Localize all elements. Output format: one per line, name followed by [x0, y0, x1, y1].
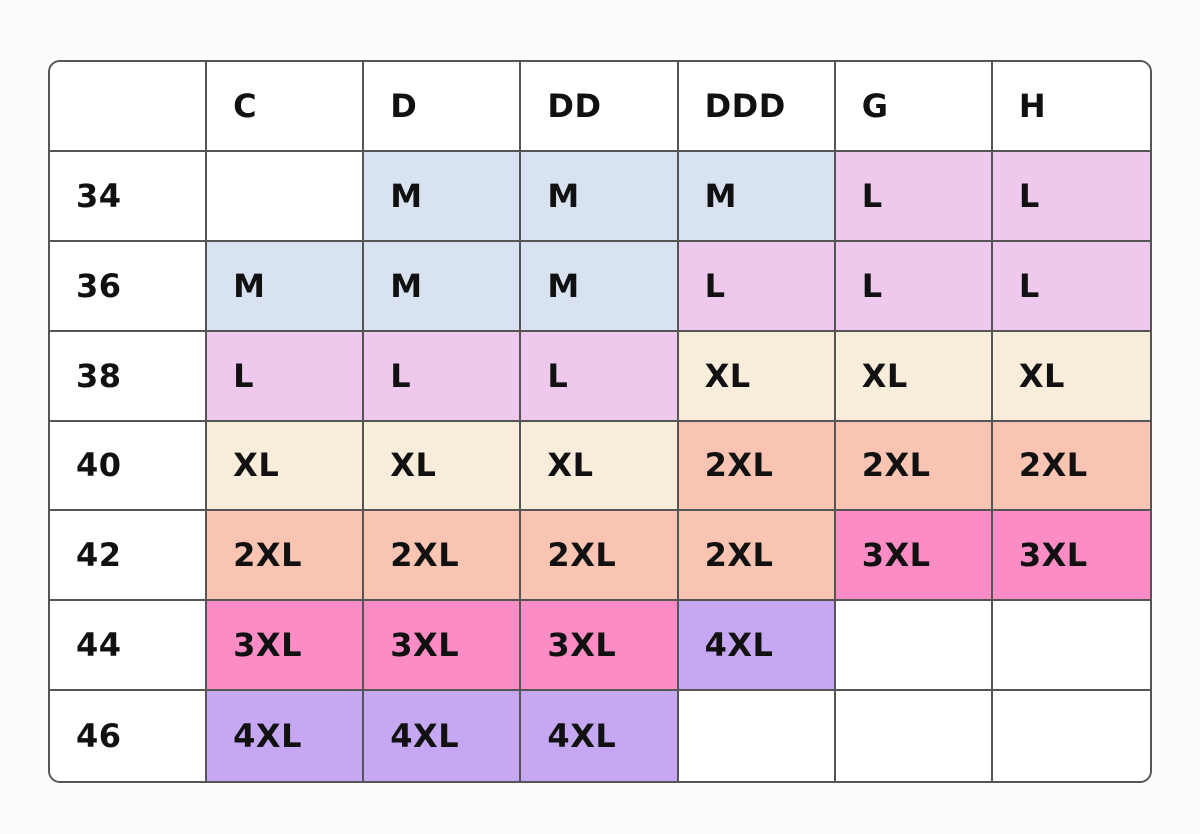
size-cell: M — [207, 241, 365, 332]
row-header-band-size: 34 — [50, 151, 208, 242]
size-cell: 4XL — [207, 691, 365, 781]
column-header-cup-size: H — [992, 62, 1150, 152]
size-cell: M — [364, 151, 522, 242]
size-cell: 2XL — [364, 511, 522, 602]
size-cell: M — [678, 151, 836, 242]
size-cell — [835, 691, 993, 781]
size-cell: M — [364, 241, 522, 332]
size-cell — [835, 601, 993, 692]
size-cell: 2XL — [992, 421, 1150, 512]
size-cell: XL — [364, 421, 522, 512]
column-header-cup-size: DD — [521, 62, 679, 152]
size-cell — [207, 151, 365, 242]
row-header-band-size: 44 — [50, 601, 208, 692]
size-cell: 3XL — [207, 601, 365, 692]
size-cell: L — [835, 241, 993, 332]
size-cell — [992, 691, 1150, 781]
size-cell: L — [678, 241, 836, 332]
size-cell: 2XL — [678, 511, 836, 602]
size-cell: 2XL — [521, 511, 679, 602]
size-cell: XL — [835, 331, 993, 422]
row-header-band-size: 36 — [50, 241, 208, 332]
size-cell — [992, 601, 1150, 692]
size-cell: XL — [207, 421, 365, 512]
size-cell: L — [835, 151, 993, 242]
size-cell: 3XL — [364, 601, 522, 692]
size-cell: L — [992, 241, 1150, 332]
size-cell: 2XL — [678, 421, 836, 512]
size-cell: 3XL — [992, 511, 1150, 602]
size-chart-grid: C D DD DDD G H 34 M M M L L 36 M M M L L L 38 L L L XL XL XL 40 XL X… — [50, 62, 1150, 781]
size-cell: M — [521, 151, 679, 242]
corner-cell — [50, 62, 208, 152]
size-cell: L — [364, 331, 522, 422]
size-cell: M — [521, 241, 679, 332]
row-header-band-size: 42 — [50, 511, 208, 602]
size-cell: 4XL — [521, 691, 679, 781]
size-cell: L — [521, 331, 679, 422]
size-cell — [678, 691, 836, 781]
size-cell: 2XL — [835, 421, 993, 512]
size-cell: 2XL — [207, 511, 365, 602]
size-chart-table: C D DD DDD G H 34 M M M L L 36 M M M L L L 38 L L L XL XL XL 40 XL X… — [48, 60, 1152, 783]
column-header-cup-size: D — [364, 62, 522, 152]
size-cell: XL — [678, 331, 836, 422]
row-header-band-size: 40 — [50, 421, 208, 512]
size-cell: L — [992, 151, 1150, 242]
size-cell: XL — [521, 421, 679, 512]
row-header-band-size: 46 — [50, 691, 208, 781]
size-cell: 4XL — [678, 601, 836, 692]
size-cell: 3XL — [835, 511, 993, 602]
size-cell: 4XL — [364, 691, 522, 781]
column-header-cup-size: DDD — [678, 62, 836, 152]
column-header-cup-size: G — [835, 62, 993, 152]
row-header-band-size: 38 — [50, 331, 208, 422]
column-header-cup-size: C — [207, 62, 365, 152]
size-cell: 3XL — [521, 601, 679, 692]
size-cell: L — [207, 331, 365, 422]
size-cell: XL — [992, 331, 1150, 422]
